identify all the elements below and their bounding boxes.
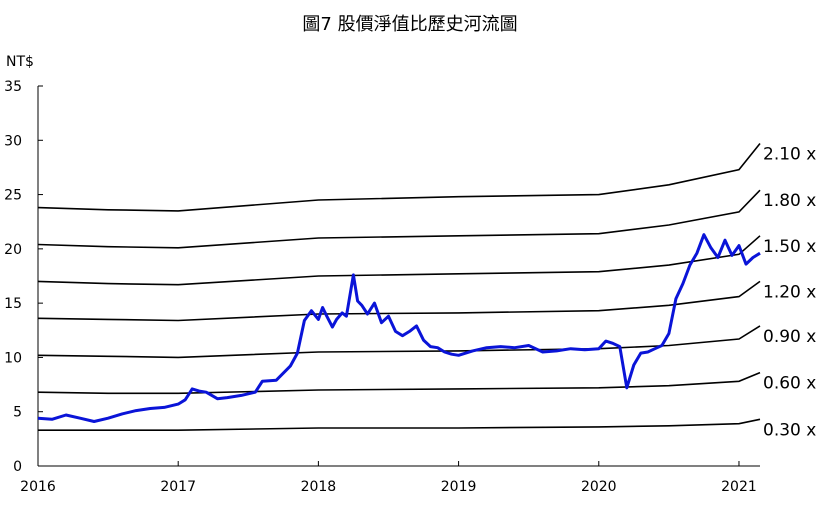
pbr-band-label: 0.90 x [763, 327, 816, 347]
pbr-band-lines [37, 142, 761, 432]
pbr-band-line [37, 189, 761, 249]
axes: 0 5 10 15 20 25 30 35 2016 2017 2018 2019 2020 2021 [4, 79, 760, 495]
pbr-band-label: 1.50 x [763, 237, 816, 257]
pbr-band-line [37, 280, 761, 322]
pbr-band-line [37, 325, 761, 359]
pbr-band-label: 0.60 x [763, 374, 816, 394]
y-tick-label: 5 [13, 405, 22, 421]
stock-price-line [37, 233, 761, 423]
y-tick-label: 30 [4, 133, 22, 149]
pbr-band-line [37, 142, 761, 212]
pbr-band-label: 2.10 x [763, 145, 816, 165]
pbr-band-label: 0.30 x [763, 420, 816, 440]
y-tick-label: 10 [4, 350, 22, 366]
chart-title: 圖7 股價淨值比歷史河流圖 [302, 14, 518, 35]
pbr-band-label: 1.20 x [763, 282, 816, 302]
x-tick-label: 2019 [441, 479, 477, 495]
pbr-band-labels: 0.30 x 0.60 x 0.90 x 1.20 x 1.50 x 1.80 x 2.10… [763, 145, 816, 441]
x-tick-label: 2020 [581, 479, 617, 495]
x-tick-label: 2021 [721, 479, 757, 495]
x-tick-label: 2018 [301, 479, 337, 495]
pbr-band-line [38, 418, 761, 432]
pbr-band-label: 1.80 x [763, 191, 816, 211]
pbr-band-line [37, 371, 761, 395]
y-tick-label: 0 [13, 459, 22, 475]
x-tick-label: 2016 [20, 479, 56, 495]
pbr-band-line [37, 235, 761, 286]
price-series [37, 233, 761, 423]
y-tick-label: 35 [4, 79, 22, 95]
y-axis-unit-label: NT$ [6, 54, 34, 70]
y-tick-label: 25 [4, 188, 22, 204]
y-tick-label: 20 [4, 242, 22, 258]
y-tick-label: 15 [4, 296, 22, 312]
x-tick-label: 2017 [160, 479, 196, 495]
